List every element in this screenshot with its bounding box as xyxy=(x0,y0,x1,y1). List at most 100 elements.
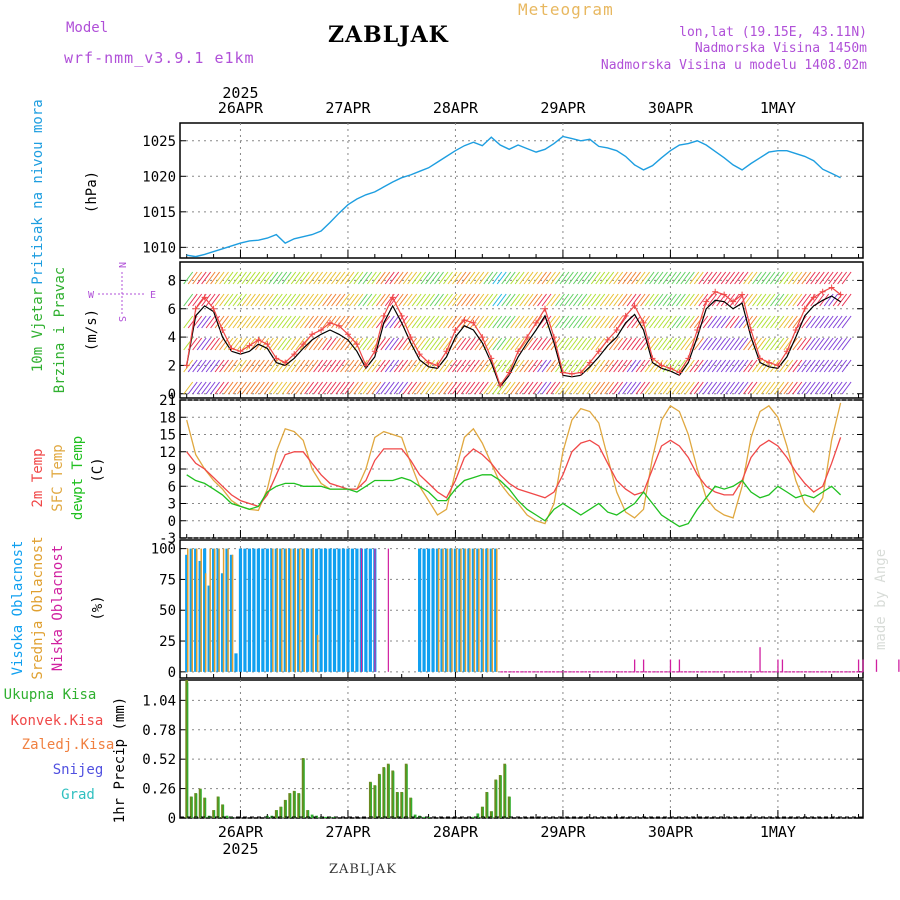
wind-barb xyxy=(487,381,498,395)
wind-barb xyxy=(702,381,713,395)
wind-barb xyxy=(492,293,503,307)
wind-barb xyxy=(389,315,400,329)
cloud-low-bar xyxy=(777,659,779,672)
wind-barb xyxy=(322,381,332,395)
wind-barb xyxy=(456,381,467,395)
cloud-mid-bar xyxy=(276,548,279,672)
compass-w: W xyxy=(88,290,95,301)
wind-barb xyxy=(434,337,444,351)
wind-barb xyxy=(814,271,825,285)
wind-ytick-label: 0 xyxy=(168,387,176,403)
wind-barb xyxy=(519,359,530,373)
wind-barb xyxy=(286,337,297,351)
wind-barb xyxy=(532,381,543,395)
wind-barb xyxy=(304,381,315,395)
wind-barb xyxy=(384,381,395,395)
wind-barb xyxy=(568,381,579,395)
wind-barb xyxy=(514,315,525,329)
wind-barb xyxy=(452,271,462,285)
wind-barb xyxy=(698,381,709,395)
precip-bar xyxy=(185,680,189,818)
wind-barb xyxy=(559,293,570,307)
wind-barb xyxy=(344,381,355,395)
sfc-temp-line xyxy=(186,402,842,525)
wind-barb xyxy=(841,337,852,351)
wind-barb xyxy=(469,359,480,373)
wind-barb xyxy=(237,359,247,373)
wind-barb xyxy=(608,271,619,285)
wind-barb xyxy=(487,271,498,285)
wind-barb xyxy=(254,293,265,307)
wind-barb xyxy=(725,271,736,285)
wind-axis-title-2: Brzina i Pravac xyxy=(52,267,68,393)
sfc-temp-label: SFC Temp xyxy=(50,444,66,511)
wind-barb xyxy=(792,293,803,307)
wind-gust-marker xyxy=(685,355,692,362)
day-label-bottom: 26APR xyxy=(218,823,264,841)
cloud-high-bar xyxy=(238,548,243,672)
precip-bar xyxy=(377,773,381,818)
clouds-ytick-label: 0 xyxy=(168,665,176,681)
wind-barb xyxy=(205,381,216,395)
wind-barb xyxy=(483,381,494,395)
wind-barb xyxy=(770,337,780,351)
wind-barb xyxy=(837,271,848,285)
wind-barb xyxy=(460,293,471,307)
wind-barb xyxy=(837,381,848,395)
wind-barb xyxy=(326,381,337,395)
wind-barb xyxy=(514,293,525,307)
wind-barb xyxy=(828,337,839,351)
wind-barb xyxy=(523,293,534,307)
wind-barb xyxy=(344,315,355,329)
cloud-mid-bar xyxy=(473,548,476,672)
wind-barb xyxy=(438,381,449,395)
wind-barb xyxy=(631,381,641,395)
precip-bar xyxy=(212,810,215,818)
wind-barb xyxy=(492,271,503,285)
wind-barb xyxy=(290,337,301,351)
temperature-ytick-label: 0 xyxy=(168,514,176,530)
wind-gust-marker xyxy=(524,334,531,341)
temperature-ytick-label: 21 xyxy=(159,393,176,409)
wind-barb xyxy=(711,271,722,285)
wind-barb xyxy=(805,381,816,395)
cloud-mid-bar xyxy=(218,548,220,672)
wind-barb xyxy=(841,271,852,285)
wind-barb xyxy=(590,359,601,373)
wind-barb xyxy=(608,337,619,351)
wind-barb xyxy=(514,271,525,285)
wind-barb xyxy=(765,381,776,395)
precip-total-bar xyxy=(388,764,390,818)
wind-barb xyxy=(546,271,556,285)
wind-barb xyxy=(559,381,570,395)
wind-barb xyxy=(801,293,812,307)
wind-barb xyxy=(272,315,283,329)
cloud-mid-bar xyxy=(191,548,193,672)
wind-barb xyxy=(187,293,198,307)
wind-barb xyxy=(416,315,427,329)
wind-gust-marker xyxy=(389,294,396,301)
cloud-high-bar xyxy=(332,548,337,672)
wind-barb xyxy=(778,293,789,307)
wind-barb xyxy=(635,315,646,329)
wind-barb xyxy=(734,315,744,329)
wind-barb xyxy=(465,271,476,285)
wind-barb xyxy=(407,359,418,373)
wind-barb xyxy=(201,359,212,373)
wind-gust-marker xyxy=(416,351,423,358)
wind-barb xyxy=(357,337,368,351)
clouds-frame xyxy=(179,539,864,679)
wind-barb xyxy=(832,337,843,351)
wind-barb xyxy=(617,271,628,285)
wind-barb xyxy=(322,315,332,329)
wind-gust-marker xyxy=(622,312,629,319)
wind-barb xyxy=(680,271,691,285)
wind-barb xyxy=(635,271,646,285)
wind-barb xyxy=(581,315,592,329)
wind-gust-marker xyxy=(586,359,593,366)
wind-barb xyxy=(250,271,261,285)
wind-barb xyxy=(577,293,588,307)
wind-barb xyxy=(631,315,641,329)
wind-barb xyxy=(514,381,525,395)
wind-barb xyxy=(496,293,507,307)
